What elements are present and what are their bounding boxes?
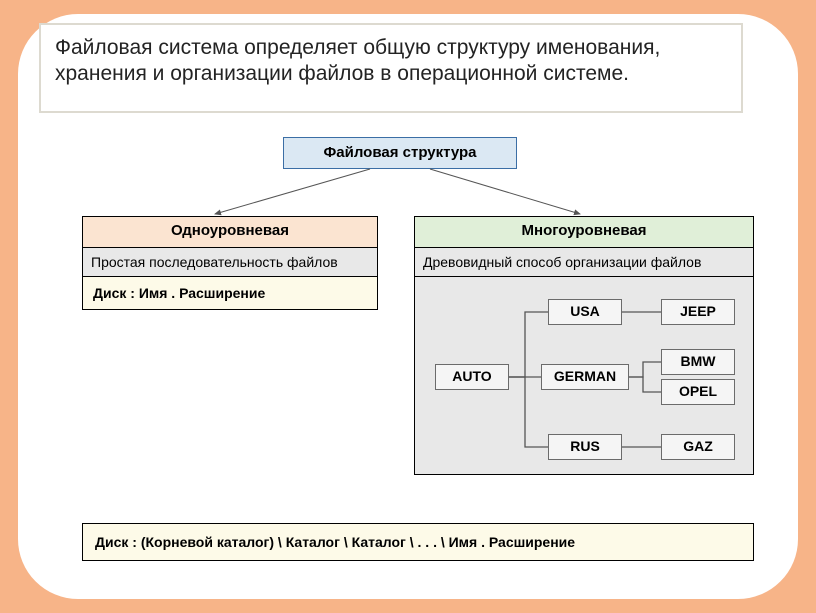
multi-level-desc: Древовидный способ организации файлов	[415, 247, 753, 276]
single-level-desc: Простая последовательность файлов	[83, 247, 377, 276]
definition-text: Файловая система определяет общую структ…	[55, 35, 727, 88]
tree-node-opel: OPEL	[661, 379, 735, 405]
root-node: Файловая структура	[283, 137, 517, 169]
single-level-path: Диск : Имя . Расширение	[83, 276, 377, 309]
tree-node-gaz: GAZ	[661, 434, 735, 460]
tree-node-rus: RUS	[548, 434, 622, 460]
multi-level-title: Многоуровневая	[415, 217, 753, 247]
definition-box: Файловая система определяет общую структ…	[39, 23, 743, 113]
tree-node-german: GERMAN	[541, 364, 629, 390]
single-level-box: Одноуровневая Простая последовательность…	[82, 216, 378, 310]
multi-level-path-text: Диск : (Корневой каталог) \ Каталог \ Ка…	[95, 534, 575, 550]
tree-node-jeep: JEEP	[661, 299, 735, 325]
single-level-title: Одноуровневая	[83, 217, 377, 247]
tree-node-bmw: BMW	[661, 349, 735, 375]
multi-level-path: Диск : (Корневой каталог) \ Каталог \ Ка…	[82, 523, 754, 561]
root-label: Файловая структура	[323, 144, 476, 161]
multi-level-box: Многоуровневая Древовидный способ органи…	[414, 216, 754, 475]
tree-node-auto: AUTO	[435, 364, 509, 390]
tree-area: AUTO USA GERMAN RUS JEEP BMW OPEL GAZ	[415, 276, 753, 474]
tree-node-usa: USA	[548, 299, 622, 325]
